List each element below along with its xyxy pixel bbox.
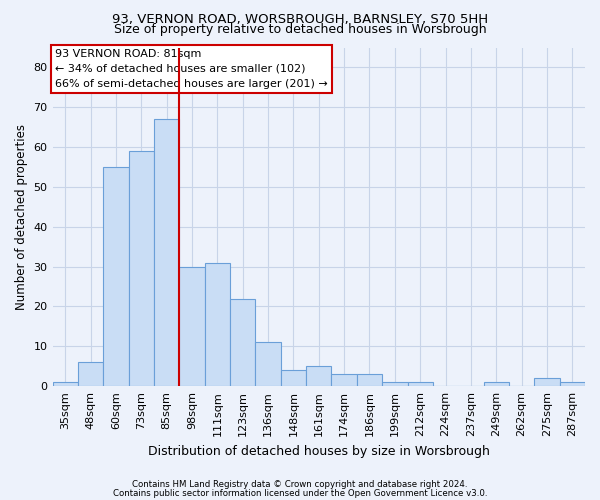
- Bar: [357, 374, 382, 386]
- Bar: [53, 382, 78, 386]
- Bar: [154, 119, 179, 386]
- Bar: [179, 266, 205, 386]
- Bar: [78, 362, 103, 386]
- Bar: [382, 382, 407, 386]
- Text: 93, VERNON ROAD, WORSBROUGH, BARNSLEY, S70 5HH: 93, VERNON ROAD, WORSBROUGH, BARNSLEY, S…: [112, 12, 488, 26]
- Bar: [484, 382, 509, 386]
- Bar: [205, 262, 230, 386]
- X-axis label: Distribution of detached houses by size in Worsbrough: Distribution of detached houses by size …: [148, 444, 490, 458]
- Text: Contains public sector information licensed under the Open Government Licence v3: Contains public sector information licen…: [113, 489, 487, 498]
- Text: Contains HM Land Registry data © Crown copyright and database right 2024.: Contains HM Land Registry data © Crown c…: [132, 480, 468, 489]
- Bar: [281, 370, 306, 386]
- Y-axis label: Number of detached properties: Number of detached properties: [15, 124, 28, 310]
- Bar: [103, 167, 128, 386]
- Bar: [560, 382, 585, 386]
- Bar: [407, 382, 433, 386]
- Bar: [230, 298, 256, 386]
- Bar: [331, 374, 357, 386]
- Bar: [256, 342, 281, 386]
- Text: 93 VERNON ROAD: 81sqm
← 34% of detached houses are smaller (102)
66% of semi-det: 93 VERNON ROAD: 81sqm ← 34% of detached …: [55, 49, 328, 89]
- Text: Size of property relative to detached houses in Worsbrough: Size of property relative to detached ho…: [113, 24, 487, 36]
- Bar: [534, 378, 560, 386]
- Bar: [306, 366, 331, 386]
- Bar: [128, 151, 154, 386]
